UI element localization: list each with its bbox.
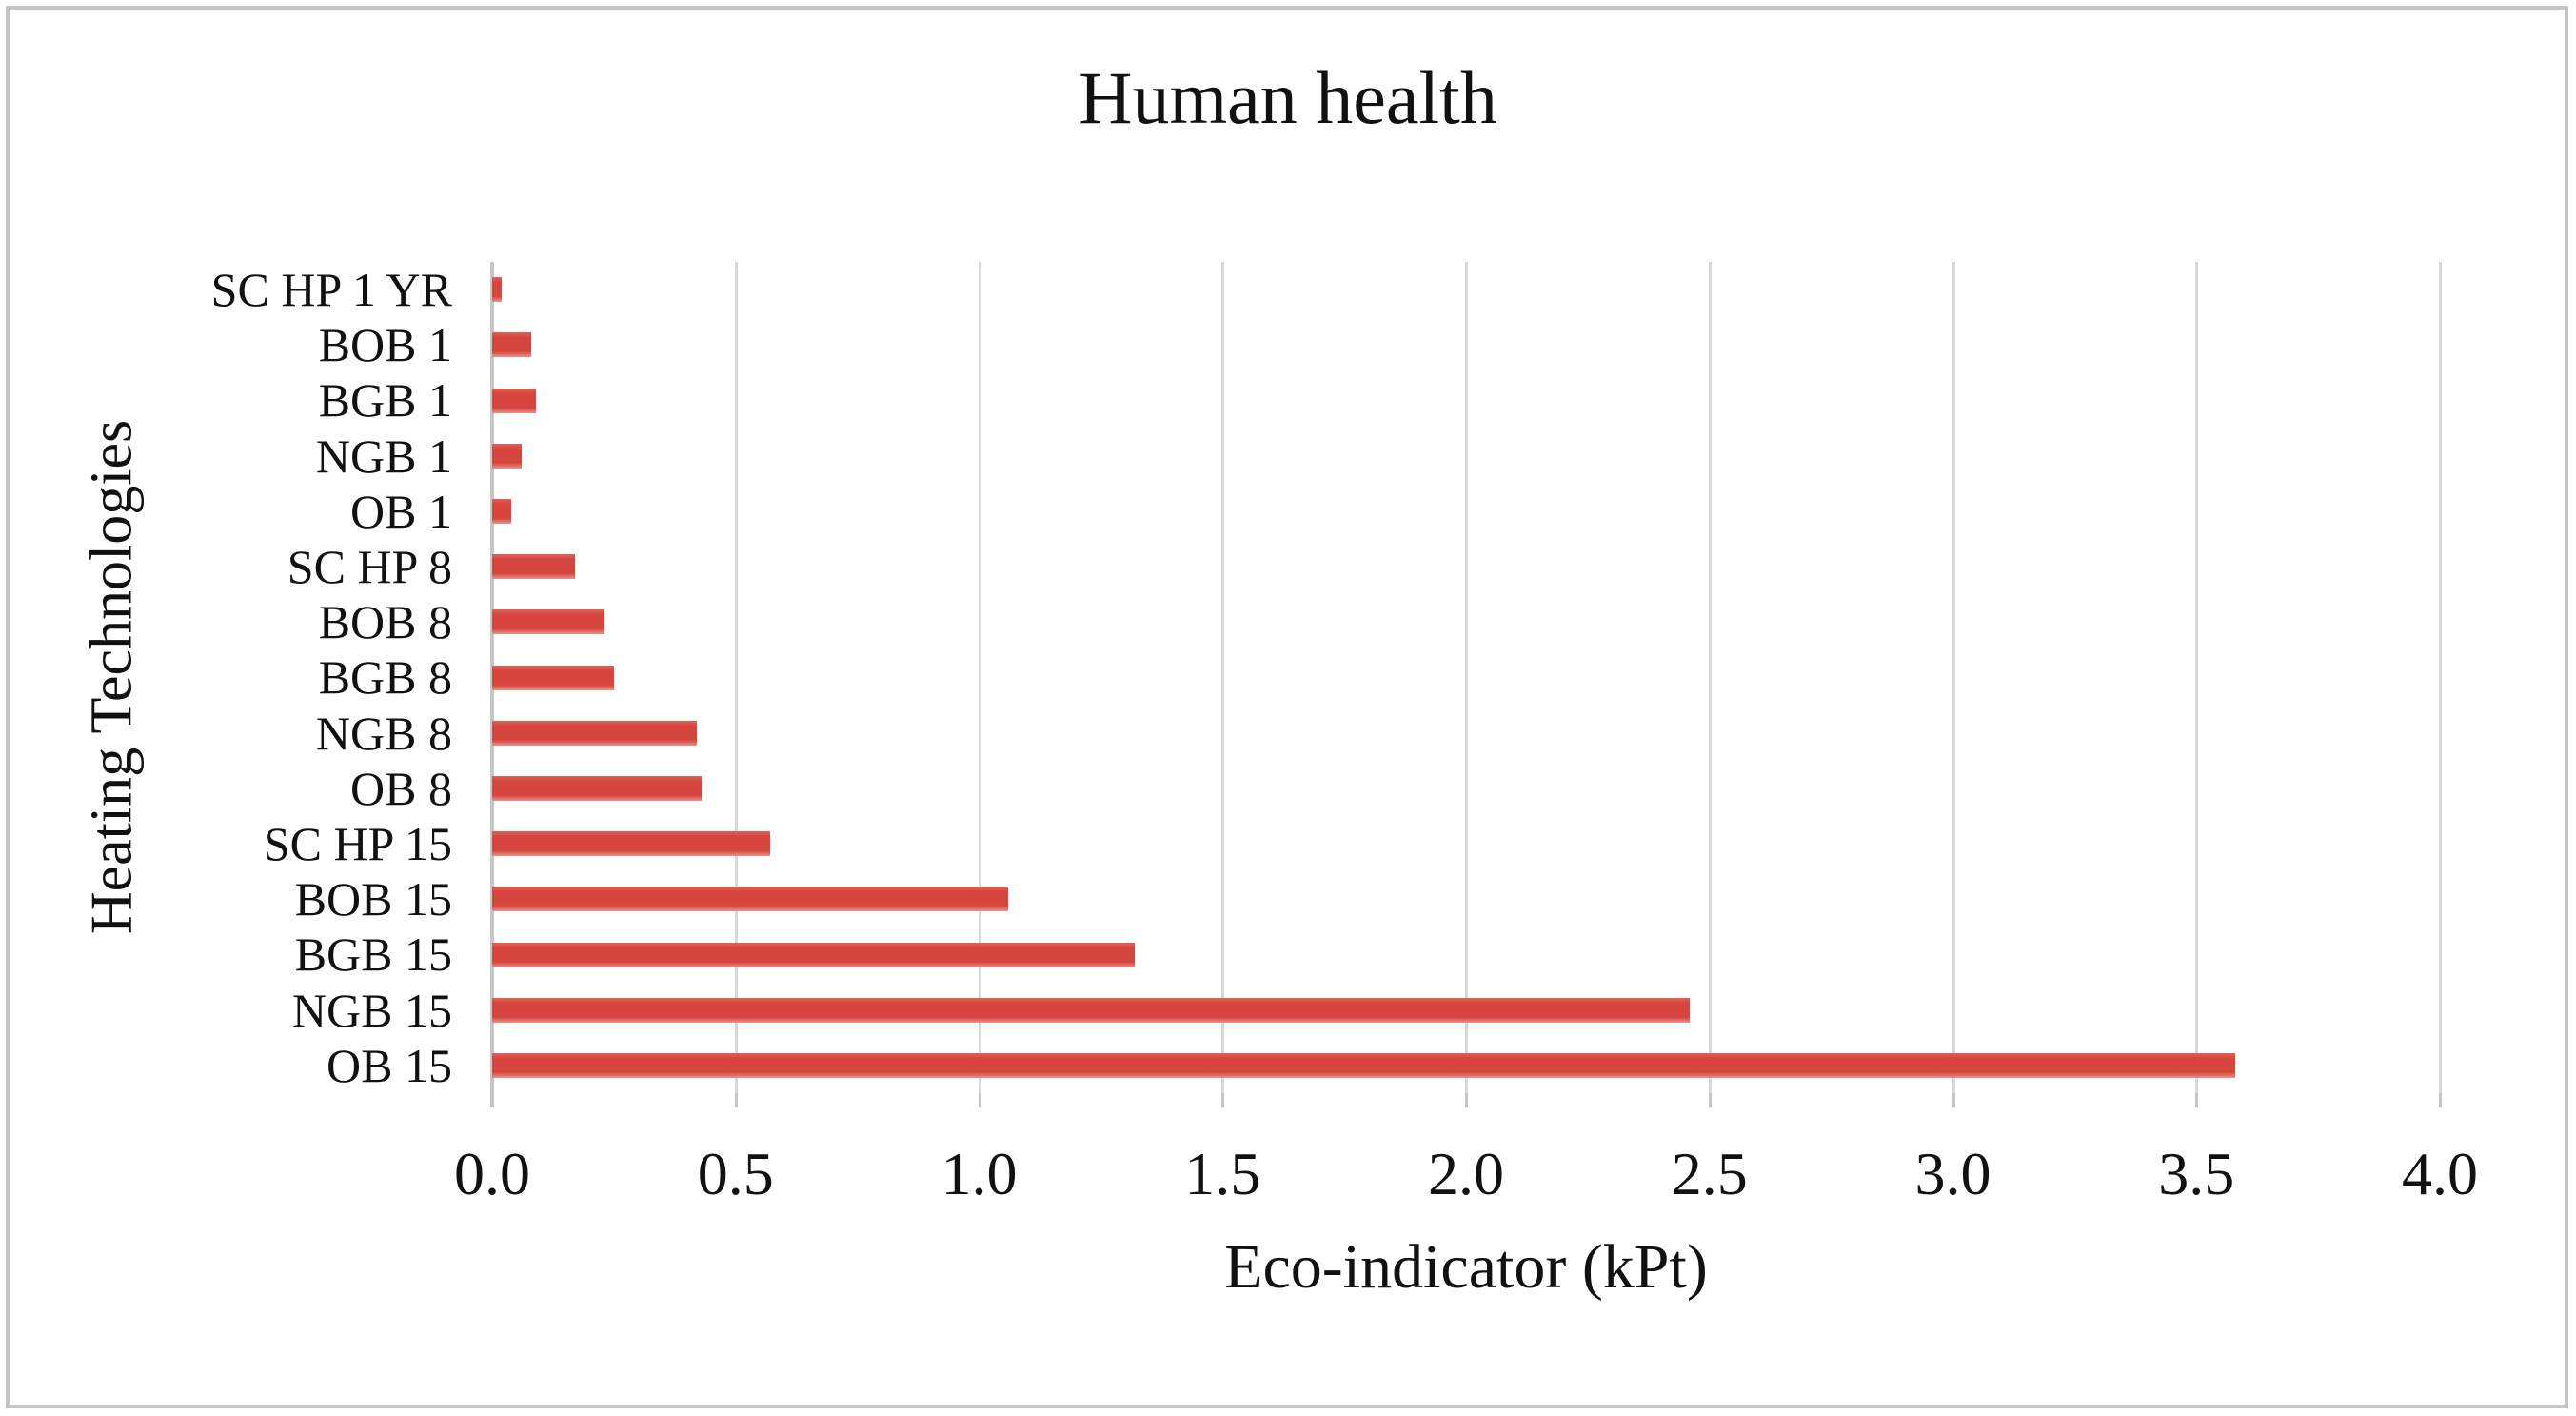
bar-ngb-8 bbox=[492, 720, 697, 746]
gridline bbox=[1708, 262, 1712, 1093]
bar-bob-1 bbox=[492, 332, 531, 358]
gridline bbox=[2195, 262, 2199, 1093]
x-tick-label: 2.5 bbox=[1671, 1140, 1748, 1207]
category-label: BOB 15 bbox=[294, 872, 452, 927]
bar-ngb-15 bbox=[492, 997, 1691, 1023]
category-label: SC HP 15 bbox=[263, 817, 452, 870]
tick-mark bbox=[1221, 1093, 1225, 1107]
x-tick-label: 3.5 bbox=[2158, 1140, 2235, 1207]
category-label: BGB 15 bbox=[294, 927, 452, 982]
category-label: NGB 1 bbox=[315, 429, 452, 483]
chart-title: Human health bbox=[1079, 56, 1497, 139]
bar-bob-8 bbox=[492, 609, 604, 635]
plot-area bbox=[490, 262, 2442, 1107]
bar-ob-8 bbox=[492, 775, 702, 801]
bar-sc-hp-15 bbox=[492, 831, 770, 857]
category-label: OB 1 bbox=[350, 484, 452, 538]
gridline bbox=[1221, 262, 1225, 1093]
category-label: OB 15 bbox=[327, 1038, 452, 1092]
tick-mark bbox=[1708, 1093, 1712, 1107]
category-label: SC HP 1 YR bbox=[210, 263, 452, 316]
category-label: BOB 8 bbox=[318, 595, 452, 649]
category-label: BGB 8 bbox=[318, 650, 452, 705]
category-label: BOB 1 bbox=[318, 318, 452, 372]
gridline bbox=[1465, 262, 1468, 1093]
tick-mark bbox=[2439, 1093, 2442, 1107]
bar-bgb-1 bbox=[492, 388, 537, 413]
category-label: OB 8 bbox=[350, 761, 452, 815]
gridline bbox=[1952, 262, 1955, 1093]
x-tick-label: 1.0 bbox=[941, 1140, 1018, 1207]
bar-bgb-8 bbox=[492, 665, 614, 690]
tick-mark bbox=[1465, 1093, 1468, 1107]
category-label: NGB 15 bbox=[291, 983, 452, 1037]
gridline bbox=[734, 262, 738, 1093]
x-tick-label: 2.0 bbox=[1428, 1140, 1504, 1207]
category-label: NGB 8 bbox=[315, 706, 452, 760]
bar-bgb-15 bbox=[492, 942, 1136, 967]
bar-ob-1 bbox=[492, 498, 512, 524]
category-label: BGB 1 bbox=[318, 373, 452, 428]
x-tick-label: 0.0 bbox=[454, 1140, 530, 1207]
bar-sc-hp-1-yr bbox=[492, 277, 503, 303]
bar-bob-15 bbox=[492, 887, 1009, 912]
bar-ngb-1 bbox=[492, 443, 522, 469]
tick-mark bbox=[734, 1093, 738, 1107]
x-tick-label: 3.0 bbox=[1914, 1140, 1991, 1207]
gridline bbox=[2439, 262, 2442, 1093]
tick-mark bbox=[978, 1093, 981, 1107]
x-tick-label: 1.5 bbox=[1184, 1140, 1261, 1207]
tick-mark bbox=[1952, 1093, 1955, 1107]
x-axis-title: Eco-indicator (kPt) bbox=[1224, 1232, 1708, 1302]
category-label: SC HP 8 bbox=[287, 540, 452, 593]
x-tick-label: 4.0 bbox=[2402, 1140, 2478, 1207]
bar-sc-hp-8 bbox=[492, 554, 575, 580]
gridline bbox=[978, 262, 981, 1093]
tick-mark bbox=[2195, 1093, 2199, 1107]
x-tick-label: 0.5 bbox=[697, 1140, 774, 1207]
figure-border bbox=[6, 6, 2568, 1408]
bar-ob-15 bbox=[492, 1052, 2236, 1078]
